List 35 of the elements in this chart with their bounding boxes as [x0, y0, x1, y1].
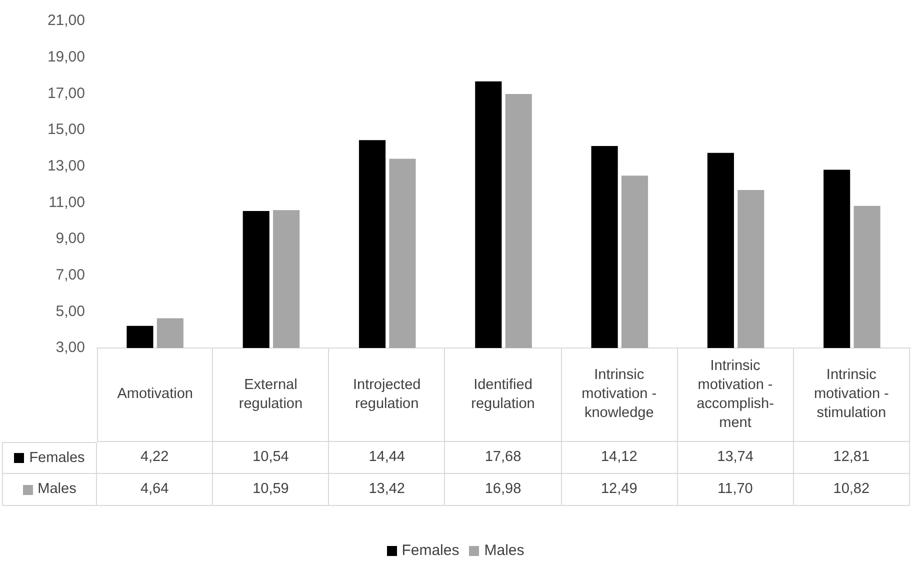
x-tick-label: Intrinsic motivation - accomplish-ment: [678, 348, 794, 442]
x-tick-label: Amotivation: [97, 348, 214, 442]
text: Males: [484, 542, 524, 559]
legend-label: Females: [28, 448, 85, 468]
data-label: 10,59: [213, 474, 330, 506]
data-label: 14,44: [329, 442, 446, 474]
y-tick-label: 9,00: [56, 230, 85, 248]
data-label: 10,82: [794, 474, 910, 506]
y-tick-label: 5,00: [56, 302, 85, 320]
x-tick-label: Identified regulation: [445, 348, 562, 442]
data-label: 4,64: [97, 474, 214, 506]
x-tick-label: Intrinsic motivation - knowledge: [562, 348, 678, 442]
data-label: 13,74: [678, 442, 794, 474]
y-tick-label: 15,00: [47, 121, 85, 138]
y-tick-label: 13,00: [47, 157, 85, 174]
data-label: 17,68: [445, 442, 562, 474]
y-tick-label: 19,00: [47, 48, 85, 66]
data-label: 12,81: [794, 442, 910, 474]
data-label: 13,42: [329, 474, 446, 506]
legend-label: Males: [36, 480, 76, 499]
data-label: 10,54: [213, 442, 330, 474]
y-tick-label: 7,00: [56, 266, 85, 284]
x-tick-label: External regulation: [213, 348, 330, 442]
x-tick-label: Introjected regulation: [329, 348, 446, 442]
data-label: 14,12: [562, 442, 678, 474]
data-label: 4,22: [97, 442, 214, 474]
data-label: 16,98: [445, 474, 562, 506]
y-tick-label: 21,00: [47, 12, 85, 30]
y-tick-label: 17,00: [47, 84, 85, 102]
data-label: 11,70: [678, 474, 794, 506]
x-tick-label: Intrinsic motivation - stimulation: [794, 348, 910, 442]
y-tick-label: 3,00: [56, 339, 85, 356]
data-label: 12,49: [562, 474, 678, 506]
text: Females: [402, 542, 460, 559]
y-tick-label: 11,00: [48, 194, 85, 211]
